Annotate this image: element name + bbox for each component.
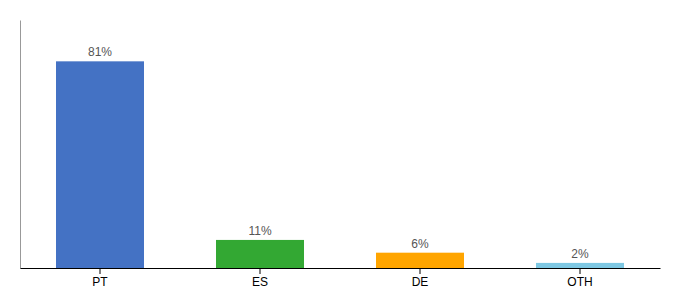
data-labels: 81% 11% 6% 2%: [88, 45, 589, 261]
plot-area: PT ES DE OTH 81% 11% 6% 2%: [21, 21, 661, 289]
bar: [376, 253, 464, 268]
x-tick: PT: [92, 268, 108, 289]
bars: [56, 61, 624, 268]
x-axis: PT ES DE OTH: [21, 268, 661, 289]
x-tick-label: DE: [412, 275, 429, 289]
x-tick-mark: [100, 268, 101, 274]
y-axis: [20, 21, 21, 269]
x-tick-label: ES: [252, 275, 268, 289]
data-label: 11%: [248, 224, 271, 238]
chart: PT ES DE OTH 81% 11% 6% 2%: [0, 0, 680, 300]
data-label: 81%: [88, 45, 112, 59]
x-tick-label: PT: [92, 275, 108, 289]
x-tick-mark: [420, 268, 421, 274]
x-tick: OTH: [567, 268, 592, 289]
bar: [56, 61, 144, 268]
x-tick-label: OTH: [567, 275, 592, 289]
x-tick: ES: [252, 268, 268, 289]
data-label: 2%: [571, 247, 589, 261]
x-axis-line: [21, 268, 661, 269]
x-tick-mark: [580, 268, 581, 274]
x-tick-mark: [260, 268, 261, 274]
bar: [536, 263, 624, 268]
x-tick: DE: [412, 268, 429, 289]
data-label: 6%: [411, 237, 429, 251]
y-axis-line: [20, 21, 21, 269]
bar: [216, 240, 304, 268]
